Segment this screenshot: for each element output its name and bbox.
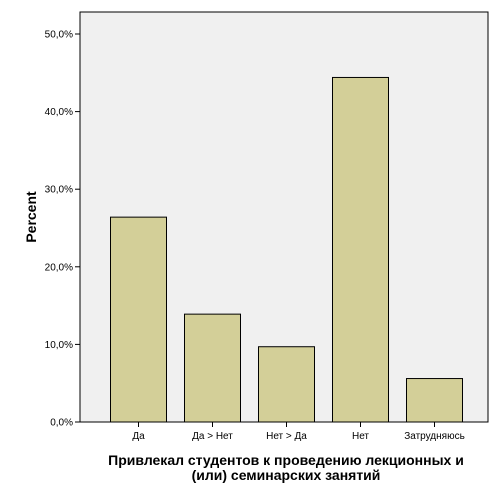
y-axis: 0,0% 10,0% 20,0% 30,0% 40,0% 50,0% bbox=[45, 30, 80, 429]
y-tick-label: 20,0% bbox=[45, 262, 73, 273]
bar bbox=[110, 216, 167, 423]
x-tick-label: Да bbox=[132, 431, 145, 442]
y-tick-label: 40,0% bbox=[45, 107, 73, 118]
y-tick-label: 30,0% bbox=[45, 185, 73, 196]
x-tick-label: Да > Нет bbox=[192, 431, 233, 442]
x-axis-title-line-1: Привлекал студентов к проведению лекцион… bbox=[108, 452, 464, 468]
bar bbox=[332, 76, 389, 423]
x-tick-label: Затрудняюсь bbox=[404, 431, 465, 442]
bar bbox=[406, 378, 463, 423]
y-tick-label: 50,0% bbox=[45, 30, 73, 41]
x-tick-label: Нет bbox=[352, 431, 369, 442]
bar bbox=[258, 346, 315, 423]
y-tick-label: 0,0% bbox=[50, 418, 73, 429]
x-tick-label: Нет > Да bbox=[266, 431, 307, 442]
y-tick-label: 10,0% bbox=[45, 340, 73, 351]
bars bbox=[110, 76, 463, 423]
x-axis: Да Да > Нет Нет > Да Нет Затрудняюсь bbox=[132, 422, 465, 442]
bar bbox=[184, 313, 241, 423]
x-axis-title-line-2: (или) семинарских занятий bbox=[192, 467, 381, 483]
y-axis-title: Percent bbox=[23, 191, 39, 243]
